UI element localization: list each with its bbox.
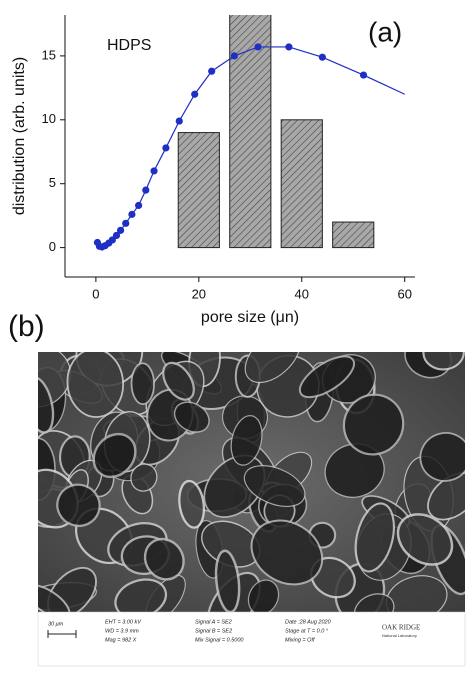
- pore: [38, 583, 71, 612]
- data-point: [318, 53, 326, 61]
- pore: [56, 483, 101, 528]
- data-point: [162, 144, 170, 152]
- info-bar: [37, 611, 466, 667]
- x-tick-label: 40: [295, 286, 309, 301]
- scale-label: 30 μm: [48, 621, 64, 627]
- chart: 0 5 10 15 0 20 40 60 pore size (μn) distribution …: [11, 15, 415, 326]
- data-point: [254, 43, 262, 51]
- pore: [178, 479, 206, 529]
- logo: OAK RIDGE: [382, 624, 420, 632]
- info-text: EHT = 3.00 kV: [105, 619, 142, 625]
- y-tick-label: 5: [49, 175, 56, 190]
- data-point: [175, 117, 183, 125]
- info-text: Signal B = SE2: [195, 628, 232, 634]
- pore: [173, 401, 210, 433]
- pore: [247, 579, 280, 612]
- bar: [280, 119, 323, 249]
- pore: [419, 432, 465, 482]
- pore: [396, 513, 454, 566]
- panel-label: (b): [8, 310, 45, 343]
- x-tick-label: 60: [397, 286, 411, 301]
- data-point: [112, 231, 121, 240]
- pore: [353, 593, 395, 612]
- pore: [250, 519, 324, 586]
- data-point: [116, 226, 125, 234]
- data-point: [142, 186, 150, 194]
- pore: [38, 352, 71, 408]
- bar: [332, 221, 375, 249]
- info-text: Mix Signal = 0.5000: [195, 637, 244, 643]
- pore: [92, 432, 137, 479]
- y-axis-title: distribution (arb. units): [11, 57, 28, 215]
- y-tick-label: 10: [42, 111, 56, 126]
- pore: [354, 502, 395, 573]
- pore: [114, 578, 168, 612]
- info-text: Mag = 982 X: [105, 637, 137, 643]
- pore: [243, 465, 306, 507]
- pore: [427, 472, 465, 521]
- data-point: [285, 43, 293, 51]
- x-tick-label: 20: [192, 286, 206, 301]
- pore: [66, 352, 125, 418]
- x-tick-label: 0: [92, 286, 99, 301]
- bar: [177, 132, 220, 249]
- info-text: Date :28 Aug 2020: [285, 619, 332, 625]
- pore: [130, 463, 158, 492]
- pore: [422, 352, 465, 371]
- info-text: WD = 3.9 mm: [105, 628, 139, 634]
- data-point: [230, 52, 238, 60]
- data-point: [128, 210, 136, 218]
- pore: [214, 549, 241, 612]
- x-axis-title: pore size (μn): [201, 309, 299, 326]
- sem-panel: 30 μm OAK RIDGE National Laboratory EHT …: [37, 352, 466, 667]
- logo-sub: National Laboratory: [382, 633, 417, 638]
- info-text: Mixing = Off: [285, 637, 315, 643]
- y-tick-label: 15: [42, 47, 56, 62]
- data-point: [359, 71, 368, 79]
- pore: [244, 352, 301, 384]
- pore: [230, 415, 263, 466]
- info-text: Signal A = SE2: [195, 619, 232, 625]
- data-point: [191, 90, 199, 98]
- data-point: [135, 201, 143, 210]
- data-point: [122, 219, 130, 227]
- pore: [298, 355, 356, 399]
- pore: [143, 537, 185, 581]
- y-tick-label: 0: [49, 239, 56, 254]
- pore: [130, 362, 155, 406]
- info-text: Stage at T = 0.0 °: [285, 628, 329, 634]
- pore: [324, 443, 385, 498]
- pore: [38, 376, 55, 434]
- data-point: [208, 67, 216, 75]
- plot-area: [93, 15, 405, 251]
- pore: [162, 361, 195, 401]
- annotation: HDPS: [107, 37, 151, 54]
- panel-label: (a): [368, 16, 402, 47]
- pore: [342, 393, 405, 456]
- data-point: [150, 167, 158, 175]
